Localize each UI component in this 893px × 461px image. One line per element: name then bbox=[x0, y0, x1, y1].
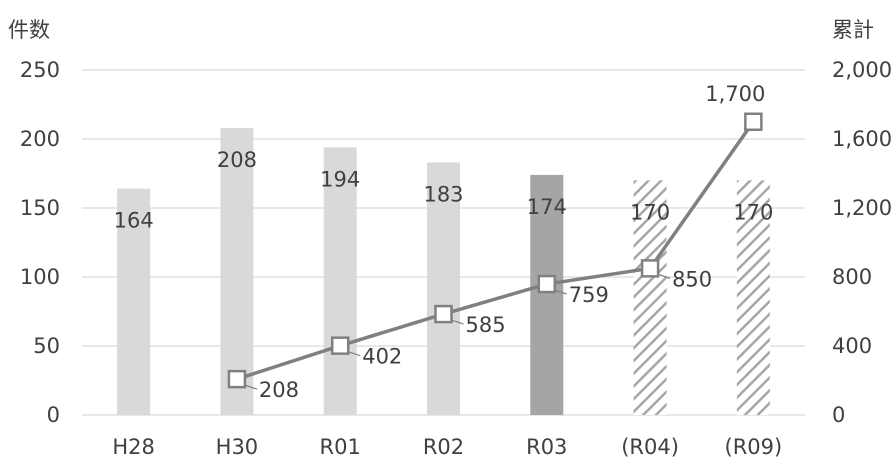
x-tick-label: (R09) bbox=[725, 435, 783, 459]
bar-value-label: 174 bbox=[527, 195, 567, 219]
y-left-tick-label: 100 bbox=[20, 265, 60, 289]
line-series bbox=[227, 112, 763, 389]
right-axis-title: 累計 bbox=[832, 18, 874, 42]
x-tick-label: H30 bbox=[216, 435, 259, 459]
leader-line bbox=[657, 273, 671, 279]
leader-line bbox=[244, 384, 258, 390]
bar bbox=[323, 147, 357, 415]
y-left-tick-label: 150 bbox=[20, 196, 60, 220]
y-right-tick-label: 1,200 bbox=[832, 196, 892, 220]
leader-line bbox=[451, 319, 464, 325]
line-marker bbox=[330, 336, 350, 355]
y-left-tick-label: 250 bbox=[20, 58, 60, 82]
bar bbox=[633, 180, 667, 415]
y-left-tick-label: 50 bbox=[33, 334, 60, 358]
bar-value-label: 170 bbox=[630, 200, 670, 224]
line-value-label: 402 bbox=[362, 345, 402, 369]
line-marker bbox=[227, 369, 247, 389]
line-marker bbox=[434, 304, 453, 324]
y-left-tick-label: 0 bbox=[47, 403, 60, 427]
bar bbox=[427, 162, 460, 415]
y-left-tick-label: 200 bbox=[20, 127, 60, 151]
y-right-tick-label: 800 bbox=[832, 265, 872, 289]
bar bbox=[117, 188, 151, 415]
x-tick-label: R01 bbox=[320, 435, 361, 459]
cumulative-line bbox=[236, 120, 755, 381]
data-labels: 164 208 194 183 174 170 170 208 402 585 759 850 1,70… bbox=[114, 82, 774, 402]
bar-value-label: 164 bbox=[114, 209, 154, 233]
y-right-tick-label: 2,000 bbox=[832, 58, 892, 82]
y-right-tick-label: 1,600 bbox=[832, 127, 892, 151]
leader-line bbox=[554, 289, 567, 295]
bar-value-label: 170 bbox=[733, 200, 773, 224]
line-marker bbox=[537, 274, 557, 294]
leader-line bbox=[348, 351, 361, 357]
bar-value-label: 194 bbox=[320, 167, 360, 191]
bar-value-label: 208 bbox=[217, 148, 257, 172]
line-marker bbox=[744, 112, 763, 131]
bar bbox=[220, 127, 254, 416]
y-right-tick-label: 0 bbox=[832, 403, 845, 427]
y-right-tick-label: 400 bbox=[832, 334, 872, 358]
x-tick-label: (R04) bbox=[621, 435, 679, 459]
line-value-label: 759 bbox=[569, 283, 609, 307]
bar-series bbox=[117, 127, 770, 416]
line-value-label: 1,700 bbox=[705, 82, 765, 106]
bar bbox=[530, 174, 564, 415]
line-marker bbox=[640, 259, 660, 278]
line-value-label: 850 bbox=[672, 267, 712, 291]
bar bbox=[736, 180, 770, 415]
axis-ticks: 0 50 100 150 200 250 0 400 800 1,200 1,600 2,000 H28… bbox=[20, 58, 892, 459]
line-value-label: 208 bbox=[259, 378, 299, 402]
left-axis-title: 件数 bbox=[8, 18, 50, 42]
bar-value-label: 183 bbox=[423, 182, 463, 206]
x-tick-label: R03 bbox=[526, 435, 567, 459]
x-tick-label: R02 bbox=[423, 435, 464, 459]
x-tick-label: H28 bbox=[112, 435, 155, 459]
line-value-label: 585 bbox=[466, 313, 506, 337]
